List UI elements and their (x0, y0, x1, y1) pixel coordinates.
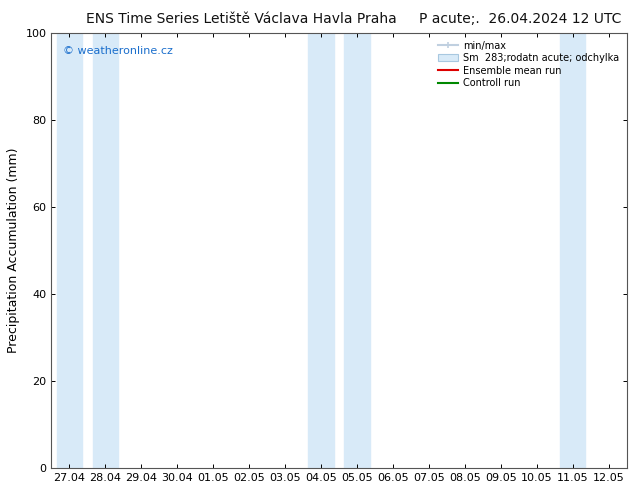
Bar (308, 33, 333, 468)
Bar (344, 33, 370, 468)
Text: © weatheronline.cz: © weatheronline.cz (63, 46, 172, 56)
Bar (560, 33, 585, 468)
Bar (57, 33, 82, 468)
Bar (93, 33, 118, 468)
Legend: min/max, Sm  283;rodatn acute; odchylka, Ensemble mean run, Controll run: min/max, Sm 283;rodatn acute; odchylka, … (436, 38, 622, 91)
Text: ENS Time Series Letiště Václava Havla Praha: ENS Time Series Letiště Václava Havla Pr… (86, 12, 396, 26)
Text: P acute;.  26.04.2024 12 UTC: P acute;. 26.04.2024 12 UTC (419, 12, 621, 26)
Y-axis label: Precipitation Accumulation (mm): Precipitation Accumulation (mm) (7, 148, 20, 353)
